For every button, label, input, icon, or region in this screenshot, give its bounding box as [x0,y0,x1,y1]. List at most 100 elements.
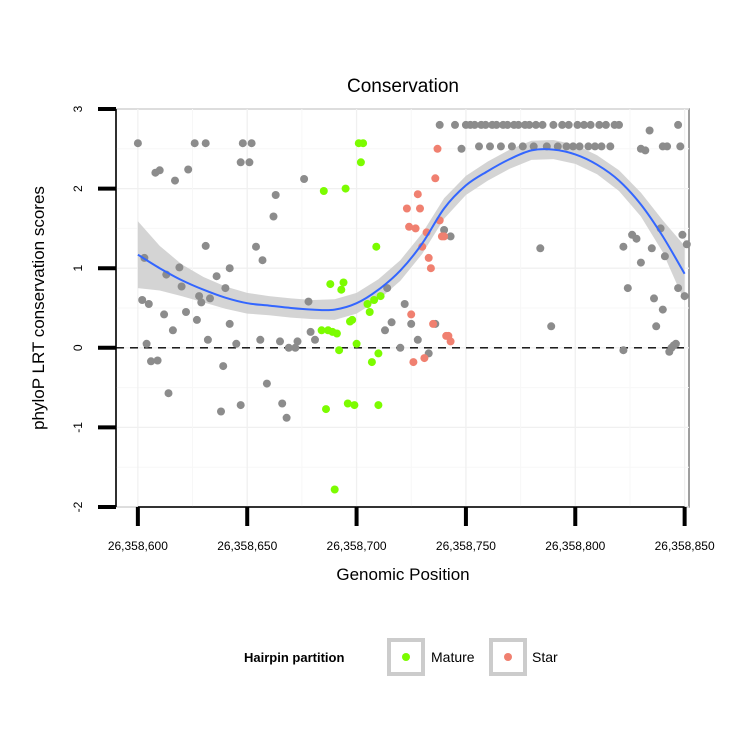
legend-title: Hairpin partition [244,650,344,665]
data-point-other [201,139,210,148]
data-point-star [446,337,455,346]
data-point-other [529,142,538,151]
data-point-other [387,318,396,327]
series-other [133,120,691,422]
data-point-other [282,413,291,422]
data-point-other [153,356,162,365]
data-point-other [650,294,658,303]
data-point-other [175,263,184,272]
data-point-other [475,142,483,151]
data-point-other [569,142,578,151]
data-point-other [451,120,459,129]
data-point-other [177,282,186,291]
data-point-other [660,252,669,261]
data-point-other [269,212,278,221]
x-tick-label: 26,358,600 [108,539,168,553]
data-point-other [446,232,455,241]
x-axis: 26,358,600 26,358,650 26,358,700 26,358,750… [108,506,715,553]
data-point-other [671,339,680,348]
data-point-other [536,244,545,253]
data-point-other [580,120,588,129]
data-point-mature [376,292,385,301]
data-point-other [503,120,512,129]
data-point-other [311,335,319,344]
data-point-star [413,190,422,199]
data-point-star [433,144,442,153]
data-point-other [168,326,177,335]
data-point-other [676,142,685,151]
data-point-other [470,120,479,129]
y-tick-label: 0 [71,344,85,351]
data-point-other [601,120,610,129]
data-point-other [507,142,516,151]
y-tick-label: 2 [71,185,85,192]
data-point-mature [337,285,346,294]
data-point-other [381,326,389,335]
data-point-other [573,120,582,129]
data-point-other [133,139,142,148]
data-point-mature [317,326,326,335]
data-point-mature [330,485,339,494]
data-point-other [562,142,571,151]
data-point-other [435,120,444,129]
data-point-other [256,335,265,344]
data-point-other [182,308,190,316]
data-point-star [416,204,424,213]
data-point-other [584,142,593,151]
data-point-other [407,319,416,328]
data-point-other [164,389,173,398]
data-point-mature [339,278,348,287]
x-tick-label: 26,358,850 [655,539,715,553]
data-point-other [236,401,245,410]
data-point-other [645,126,654,135]
data-point-other [245,158,254,167]
data-point-other [619,346,628,355]
data-point-other [525,120,534,129]
data-point-other [278,399,287,408]
data-point-other [682,240,691,249]
data-point-mature [359,139,368,148]
y-tick-label: 3 [71,105,85,112]
data-point-other [252,242,260,251]
data-point-other [674,284,683,293]
data-point-mature [326,280,335,289]
data-point-other [549,120,558,129]
data-point-other [225,264,234,273]
data-point-mature [343,399,352,408]
data-point-other [492,120,501,129]
data-point-other [171,176,179,185]
points-layer [133,120,691,494]
x-tick-label: 26,358,750 [436,539,496,553]
x-tick-label: 26,358,800 [545,539,605,553]
data-point-other [678,230,687,239]
data-point-other [413,335,422,344]
data-point-other [553,142,562,151]
legend-label-mature: Mature [431,649,475,665]
data-point-star [402,204,411,213]
data-point-mature [372,242,381,251]
data-point-other [615,120,623,129]
y-tick-label: -1 [71,422,85,433]
data-point-other [514,120,523,129]
data-point-other [221,284,230,293]
data-point-mature [370,296,379,304]
data-point-other [225,319,234,328]
series-mature [317,139,385,494]
legend-label-star: Star [532,649,558,665]
data-point-mature [322,405,330,414]
data-point-mature [352,339,361,348]
data-point-mature [356,158,365,167]
data-point-other [291,343,300,352]
data-point-mature [332,329,341,338]
data-point-other [184,165,193,174]
data-point-star [429,319,438,328]
data-point-other [558,120,567,129]
data-point-other [586,120,595,129]
data-point-other [564,120,573,129]
data-point-other [192,315,201,324]
data-point-other [276,337,284,346]
data-point-mature [374,349,383,358]
data-point-other [496,142,505,151]
data-point-other [142,339,151,348]
data-point-other [680,292,689,301]
